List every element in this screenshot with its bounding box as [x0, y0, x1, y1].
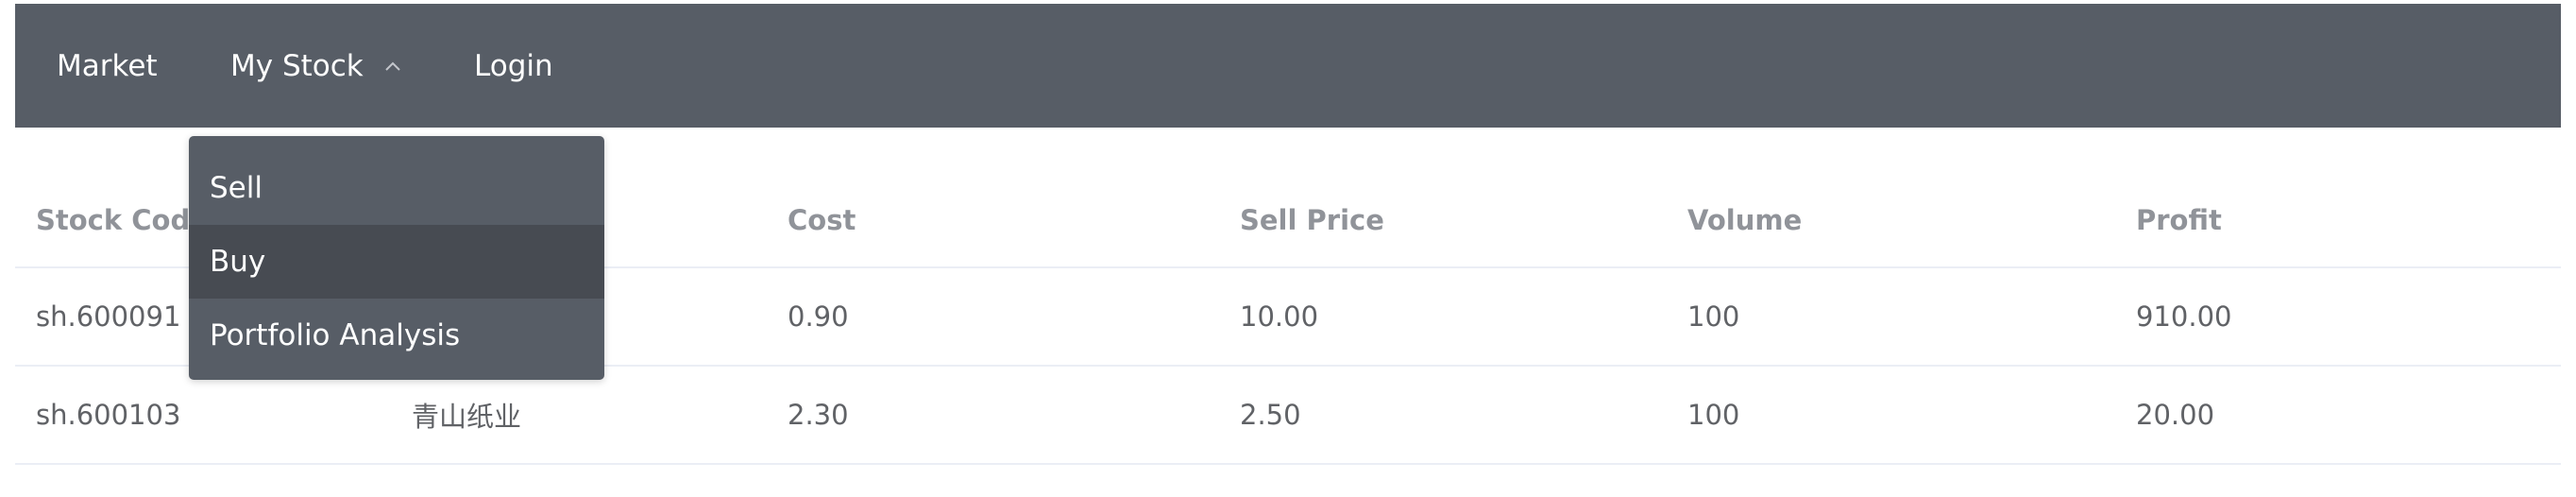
column-header-stock-code: Stock Code [36, 204, 209, 236]
my-stock-dropdown-menu: Sell Buy Portfolio Analysis [189, 136, 604, 380]
column-header-volume: Volume [1687, 204, 1803, 236]
table-row[interactable]: sh.600103 青山纸业 2.30 2.50 100 20.00 [15, 367, 2561, 465]
chevron-up-icon [384, 60, 401, 72]
cell-stock-code: sh.600103 [36, 399, 181, 431]
nav-item-label: Market [57, 48, 158, 83]
column-header-sell-price: Sell Price [1240, 204, 1384, 236]
column-header-cost: Cost [788, 204, 856, 236]
menu-item-buy[interactable]: Buy [189, 225, 604, 299]
nav-item-label: My Stock [230, 48, 364, 83]
table-row[interactable]: sh.600091 0.90 10.00 100 910.00 [15, 268, 2561, 367]
nav-item-login[interactable]: Login [474, 4, 553, 128]
cell-profit: 20.00 [2136, 399, 2215, 431]
cell-volume: 100 [1687, 300, 1740, 333]
menu-item-sell[interactable]: Sell [210, 171, 263, 205]
cell-sell-price: 10.00 [1240, 300, 1319, 333]
top-navbar: Market My Stock Login [15, 4, 2561, 128]
column-header-profit: Profit [2136, 204, 2222, 236]
menu-item-portfolio-analysis[interactable]: Portfolio Analysis [210, 318, 461, 352]
cell-stock-code: sh.600091 [36, 300, 181, 333]
cell-sell-price: 2.50 [1240, 399, 1301, 431]
cell-profit: 910.00 [2136, 300, 2232, 333]
nav-item-market[interactable]: Market [57, 4, 158, 128]
cell-volume: 100 [1687, 399, 1740, 431]
cell-stock-name: 青山纸业 [412, 401, 522, 433]
cell-cost: 2.30 [788, 399, 849, 431]
nav-item-label: Login [474, 48, 553, 83]
nav-item-my-stock[interactable]: My Stock [230, 4, 401, 128]
cell-cost: 0.90 [788, 300, 849, 333]
